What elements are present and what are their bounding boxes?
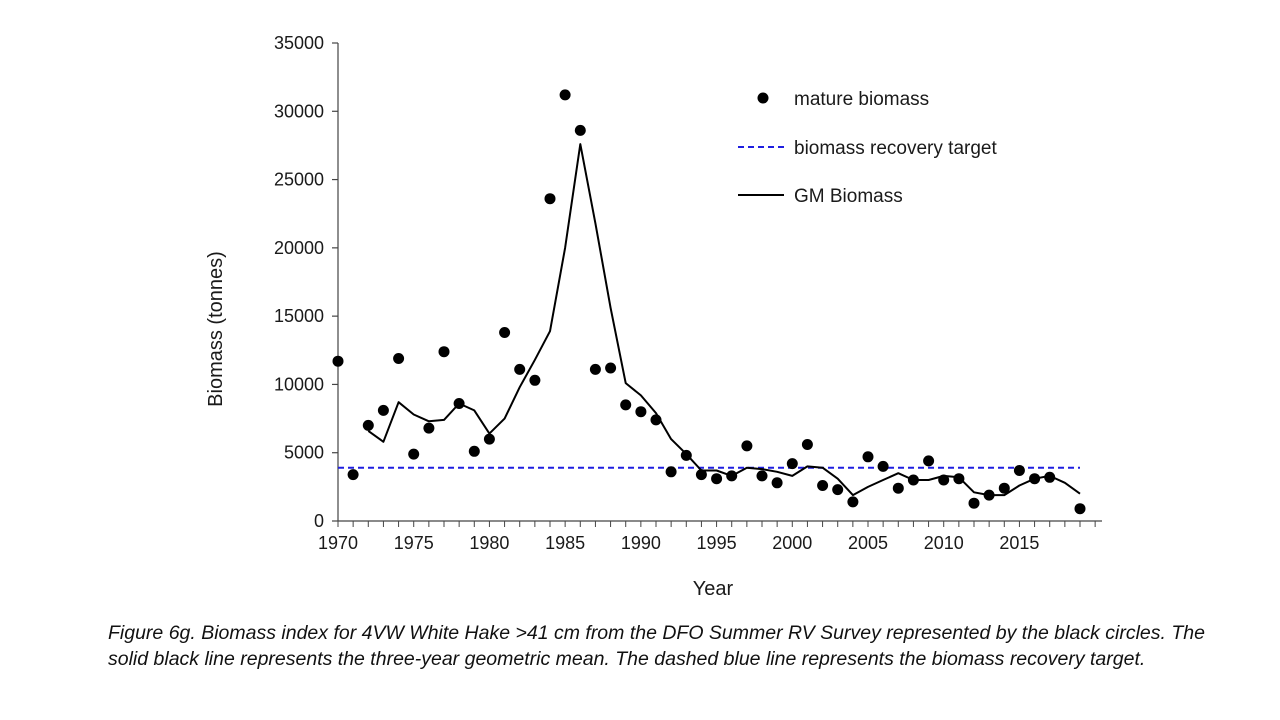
y-tick-label: 30000 xyxy=(274,101,324,121)
mature-biomass-point xyxy=(438,346,450,358)
y-tick-label: 35000 xyxy=(274,33,324,53)
y-tick-label: 15000 xyxy=(274,306,324,326)
mature-biomass-point xyxy=(423,422,435,434)
x-tick-label: 2000 xyxy=(772,533,812,553)
mature-biomass-point xyxy=(650,414,662,426)
y-tick-label: 5000 xyxy=(284,443,324,463)
mature-biomass-point xyxy=(468,445,480,457)
mature-biomass-point xyxy=(938,474,950,486)
mature-biomass-point xyxy=(998,482,1010,494)
y-tick-label: 25000 xyxy=(274,170,324,190)
legend-label-mature-biomass: mature biomass xyxy=(794,89,929,110)
mature-biomass-point xyxy=(695,469,707,481)
mature-biomass-point xyxy=(529,374,541,386)
mature-biomass-point xyxy=(1044,471,1056,483)
mature-biomass-point xyxy=(953,473,965,485)
mature-biomass-point xyxy=(377,404,389,416)
x-tick-label: 1980 xyxy=(469,533,509,553)
mature-biomass-point xyxy=(907,474,919,486)
mature-biomass-point xyxy=(847,496,859,508)
gm-biomass-layer xyxy=(367,143,1081,497)
mature-biomass-point xyxy=(559,89,571,101)
mature-biomass-point xyxy=(347,469,359,481)
mature-biomass-point xyxy=(801,439,813,450)
mature-biomass-point xyxy=(620,399,632,411)
y-tick-label: 0 xyxy=(314,511,324,531)
x-tick-label: 2015 xyxy=(999,533,1039,553)
x-axis-title: Year xyxy=(693,578,734,600)
biomass-chart: 0 5000 10000 15000 20000 25000 30000 35000 1970 1… xyxy=(205,33,1102,600)
mature-biomass-point xyxy=(786,458,798,470)
mature-biomass-point xyxy=(1074,503,1086,515)
y-tick-label: 20000 xyxy=(274,238,324,258)
mature-biomass-point xyxy=(483,433,495,445)
mature-biomass-point xyxy=(635,406,647,418)
legend: mature biomass biomass recovery target G… xyxy=(738,89,997,207)
x-tick-label: 1995 xyxy=(697,533,737,553)
mature-biomass-point xyxy=(726,470,738,482)
mature-biomass-point xyxy=(332,355,344,367)
legend-label-gm-biomass: GM Biomass xyxy=(794,186,903,207)
mature-biomass-point xyxy=(589,363,601,375)
mature-biomass-point xyxy=(680,449,692,461)
mature-biomass-point xyxy=(711,473,723,485)
x-tick-label: 1985 xyxy=(545,533,585,553)
mature-biomass-point xyxy=(453,398,465,409)
legend-label-recovery-target: biomass recovery target xyxy=(794,138,997,159)
mature-biomass-point xyxy=(499,327,511,338)
y-axis-title: Biomass (tonnes) xyxy=(205,251,227,407)
mature-biomass-point xyxy=(393,353,405,364)
mature-biomass-point xyxy=(665,466,677,478)
mature-biomass-point xyxy=(574,124,586,136)
mature-biomass-point xyxy=(923,455,935,467)
mature-biomass-point xyxy=(968,497,980,509)
gm-biomass-line xyxy=(367,143,1081,497)
mature-biomass-point xyxy=(862,451,874,463)
legend-marker-mature-biomass xyxy=(757,92,769,104)
mature-biomass-point xyxy=(832,484,844,496)
x-tick-label: 1975 xyxy=(394,533,434,553)
mature-biomass-point xyxy=(756,470,768,482)
mature-biomass-point xyxy=(877,460,889,472)
mature-biomass-point xyxy=(1029,473,1041,485)
x-tick-label: 1990 xyxy=(621,533,661,553)
y-tick-label: 10000 xyxy=(274,374,324,394)
mature-biomass-point xyxy=(544,193,556,205)
x-tick-label: 2005 xyxy=(848,533,888,553)
mature-biomass-point xyxy=(408,448,420,460)
mature-biomass-point xyxy=(1013,465,1025,476)
x-tick-label: 1970 xyxy=(318,533,358,553)
mature-biomass-point xyxy=(605,362,617,374)
mature-biomass-point xyxy=(817,480,829,491)
mature-biomass-layer xyxy=(332,89,1086,515)
mature-biomass-point xyxy=(771,477,783,489)
mature-biomass-point xyxy=(362,419,374,431)
mature-biomass-point xyxy=(983,489,995,501)
mature-biomass-point xyxy=(892,482,904,494)
figure-caption: Figure 6g. Biomass index for 4VW White H… xyxy=(108,622,1205,670)
mature-biomass-point xyxy=(514,363,526,375)
axes: 0 5000 10000 15000 20000 25000 30000 35000 1970 1… xyxy=(274,33,1102,553)
mature-biomass-point xyxy=(741,440,753,452)
x-tick-label: 2010 xyxy=(924,533,964,553)
